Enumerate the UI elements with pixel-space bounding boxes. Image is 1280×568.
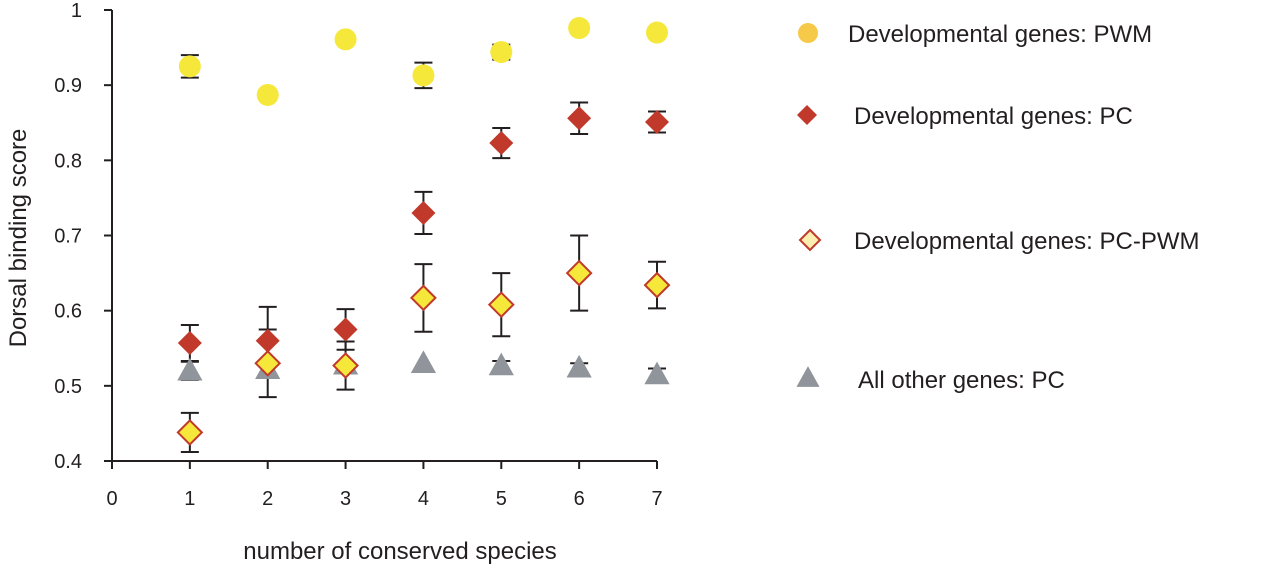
x-tick-label: 6 bbox=[574, 488, 585, 510]
legend-item: All other genes: PC bbox=[796, 366, 1065, 394]
legend: Developmental genes: PWM Developmental ge… bbox=[796, 21, 1199, 394]
marker-diamond-open bbox=[332, 352, 359, 379]
marker-diamond bbox=[645, 109, 669, 134]
legend-label: Developmental genes: PC-PWM bbox=[854, 228, 1199, 255]
x-tick-label: 1 bbox=[184, 488, 195, 510]
y-tick-label: 0.5 bbox=[54, 376, 82, 398]
y-axis-title: Dorsal binding score bbox=[5, 129, 32, 348]
marker-diamond-open bbox=[410, 284, 437, 312]
x-axis-ticks: 0 1 2 3 4 5 6 7 bbox=[106, 461, 663, 510]
marker-diamond bbox=[567, 106, 592, 131]
marker-triangle bbox=[410, 350, 437, 374]
marker-diamond-open bbox=[565, 259, 593, 287]
legend-label: Developmental genes: PC bbox=[854, 103, 1133, 130]
x-tick-label: 0 bbox=[106, 488, 117, 510]
marker-diamond-open bbox=[176, 419, 204, 446]
x-axis-title: number of conserved species bbox=[243, 538, 557, 565]
y-tick-label: 0.4 bbox=[54, 451, 82, 473]
marker-circle bbox=[568, 17, 591, 40]
y-axis-ticks: 0.4 0.5 0.6 0.7 0.8 0.9 1 bbox=[54, 0, 112, 473]
data-points bbox=[176, 17, 671, 446]
legend-label: All other genes: PC bbox=[858, 367, 1065, 394]
plot-area: 0.4 0.5 0.6 0.7 0.8 0.9 1 0 1 2 3 4 5 6 7 bbox=[54, 0, 671, 510]
marker-diamond bbox=[255, 328, 280, 353]
y-tick-label: 0.7 bbox=[54, 226, 82, 248]
x-tick-label: 2 bbox=[262, 488, 273, 510]
marker-diamond-open bbox=[643, 271, 671, 299]
y-tick-label: 0.8 bbox=[54, 150, 82, 172]
x-tick-label: 3 bbox=[340, 488, 351, 510]
y-tick-label: 1 bbox=[71, 0, 82, 22]
marker-diamond bbox=[489, 131, 514, 156]
y-tick-label: 0.9 bbox=[54, 75, 82, 97]
marker-diamond bbox=[333, 317, 358, 342]
marker-diamond bbox=[177, 330, 202, 355]
marker-triangle bbox=[566, 354, 592, 378]
marker-circle bbox=[490, 41, 513, 64]
x-tick-label: 7 bbox=[651, 488, 662, 510]
y-tick-label: 0.6 bbox=[54, 301, 82, 323]
legend-item: Developmental genes: PC-PWM bbox=[798, 228, 1199, 255]
marker-triangle bbox=[177, 357, 203, 381]
marker-circle bbox=[256, 83, 279, 106]
marker-diamond bbox=[797, 105, 817, 125]
x-tick-label: 5 bbox=[496, 488, 507, 510]
marker-circle bbox=[334, 28, 357, 51]
legend-item: Developmental genes: PC bbox=[797, 103, 1133, 130]
x-tick-label: 4 bbox=[418, 488, 429, 510]
marker-circle bbox=[412, 64, 435, 87]
marker-diamond-open bbox=[487, 291, 515, 319]
marker-triangle bbox=[644, 361, 670, 385]
legend-item: Developmental genes: PWM bbox=[798, 21, 1152, 48]
legend-label: Developmental genes: PWM bbox=[848, 21, 1152, 48]
marker-triangle bbox=[796, 366, 820, 387]
marker-diamond bbox=[411, 200, 436, 225]
marker-circle bbox=[178, 55, 201, 78]
error-bars bbox=[180, 24, 666, 453]
marker-diamond-open bbox=[254, 349, 282, 377]
marker-circle bbox=[798, 23, 818, 43]
marker-diamond-open bbox=[798, 228, 822, 252]
marker-circle bbox=[646, 21, 668, 44]
marker-triangle bbox=[488, 352, 514, 376]
